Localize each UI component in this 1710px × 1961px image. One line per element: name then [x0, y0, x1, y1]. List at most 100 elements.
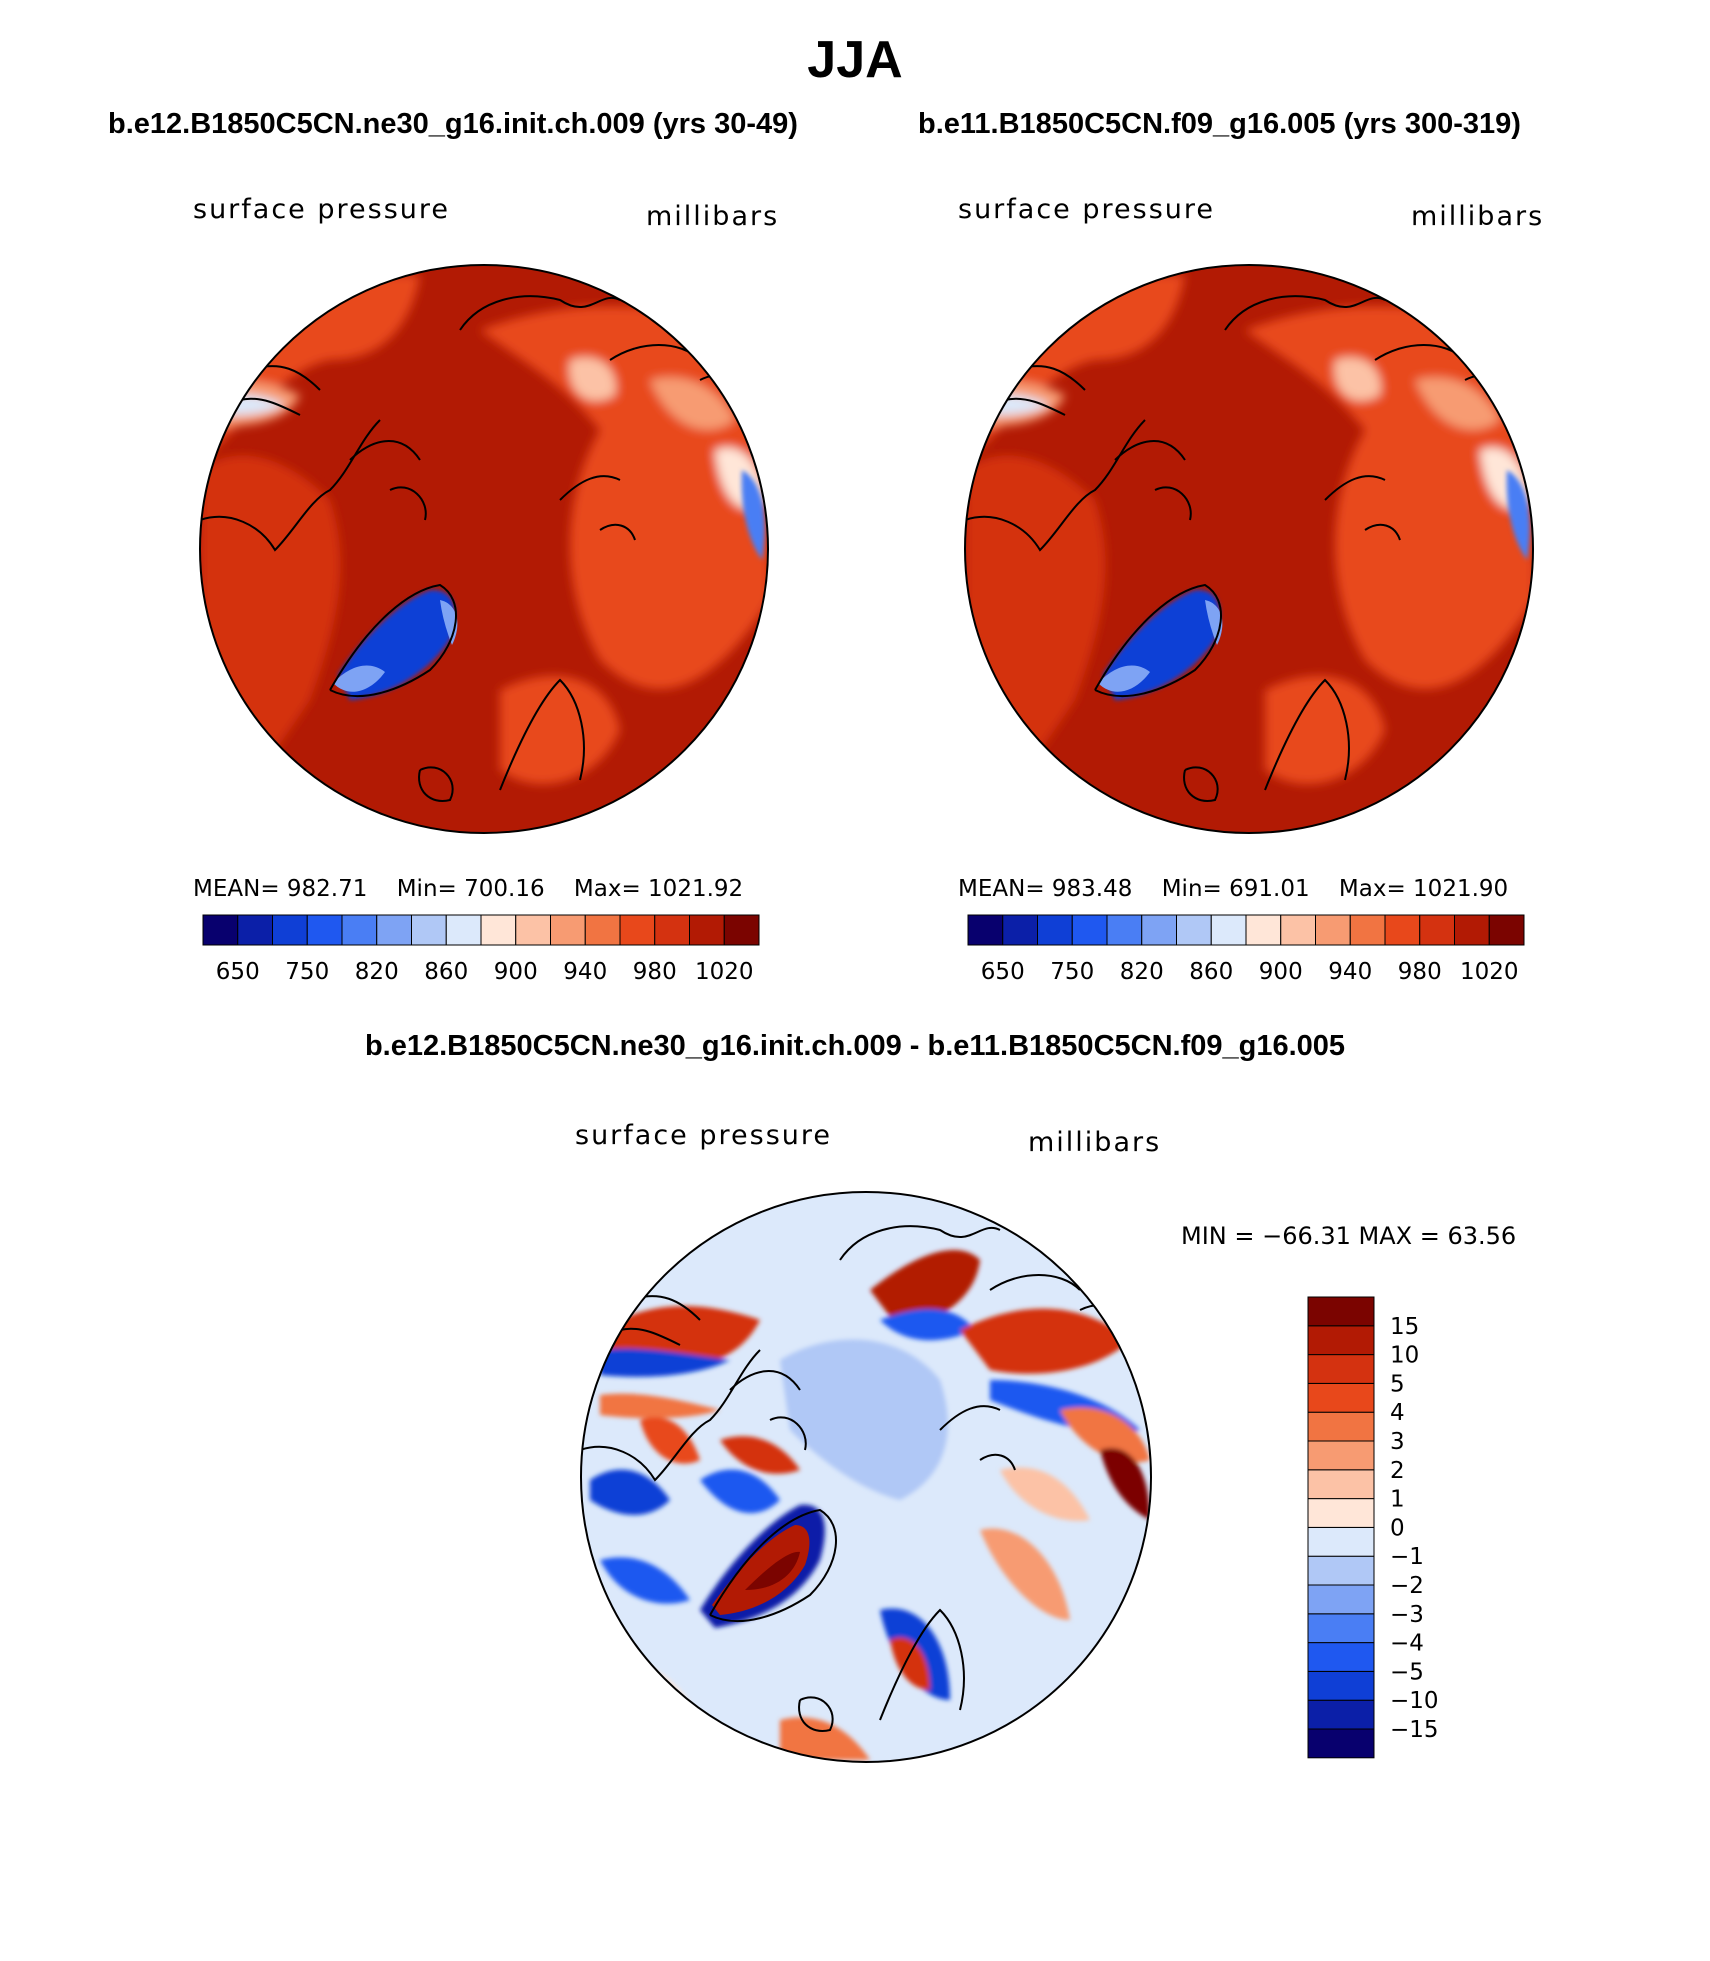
colorbar-swatch	[1488, 914, 1525, 946]
colorbar-swatch	[584, 914, 621, 946]
colorbar-swatch	[1307, 1613, 1375, 1644]
colorbar-swatch	[445, 914, 482, 946]
colorbar-swatch	[1307, 1699, 1375, 1730]
colorbar-tick-label: 650	[216, 959, 260, 985]
colorbar-swatch	[1307, 1642, 1375, 1672]
colorbar-tick-label: 940	[1328, 959, 1372, 985]
colorbar-tick-label: −5	[1390, 1659, 1424, 1685]
colorbar-swatch	[1037, 914, 1073, 946]
colorbar-tick-label: 820	[355, 959, 399, 985]
panel1-left-label: surface pressure	[193, 194, 450, 225]
colorbar-swatch	[1307, 1354, 1375, 1384]
panel2-title: b.e11.B1850C5CN.f09_g16.005 (yrs 300-319…	[918, 108, 1521, 140]
colorbar-tick-label: 750	[1050, 959, 1094, 985]
colorbar-swatch	[1210, 914, 1247, 946]
colorbar-swatch	[376, 914, 412, 946]
colorbar-swatch	[1002, 914, 1038, 946]
colorbar-tick-label: 980	[633, 959, 677, 985]
colorbars: 650 750 820 860 900 940 980 1020 650 750 820 860 900…	[202, 914, 1525, 1759]
colorbar-swatch	[1419, 914, 1455, 946]
colorbar-swatch	[306, 914, 343, 946]
panel2-max-value: 1021.90	[1413, 876, 1509, 902]
panel1-map	[199, 264, 769, 834]
colorbar-tick-label: −2	[1390, 1573, 1424, 1599]
colorbar-tick-label: 1020	[1460, 959, 1519, 985]
colorbar-swatch	[619, 914, 656, 946]
colorbar-swatch	[1141, 914, 1177, 946]
panel1-stats: MEAN= 982.71 Min= 700.16 Max= 1021.92	[193, 876, 765, 902]
panel2-stats: MEAN= 983.48 Min= 691.01 Max= 1021.90	[958, 876, 1530, 902]
colorbar-tick-label: 2	[1390, 1458, 1405, 1484]
colorbar-swatch	[1245, 914, 1282, 946]
panel2-boundary	[964, 264, 1534, 834]
colorbar-tick-label: 650	[981, 959, 1025, 985]
colorbar-tick-label: 820	[1120, 959, 1164, 985]
colorbar-tick-label: 1	[1390, 1487, 1405, 1513]
colorbar-swatch	[272, 914, 308, 946]
colorbar-swatch	[1307, 1555, 1375, 1586]
panel1-max-label: Max=	[573, 876, 641, 902]
colorbar-swatch	[1307, 1469, 1375, 1500]
colorbar-tick-label: −3	[1390, 1602, 1424, 1628]
panel1-boundary	[199, 264, 769, 834]
panel3-right-label: millibars	[1028, 1127, 1162, 1158]
colorbar-tick-label: 900	[494, 959, 538, 985]
colorbar-swatch	[1384, 914, 1421, 946]
panel2-coastlines	[965, 295, 1526, 802]
colorbar-swatch	[723, 914, 760, 946]
panel2-left-label: surface pressure	[958, 194, 1215, 225]
colorbar-tick-label: 15	[1390, 1314, 1419, 1340]
panel1-max-value: 1021.92	[648, 876, 744, 902]
colorbar-tick-label: −15	[1390, 1717, 1439, 1743]
panel3-minmax: MIN = −66.31 MAX = 63.56	[1181, 1222, 1517, 1250]
panel2-map	[964, 264, 1534, 834]
panel2-mean-label: MEAN=	[958, 876, 1045, 902]
colorbar-swatch	[411, 914, 447, 946]
colorbar-swatch	[1307, 1440, 1375, 1471]
colorbar-swatch	[237, 914, 273, 946]
colorbar-tick-label: −4	[1390, 1631, 1424, 1657]
colorbar-swatch	[1307, 1411, 1375, 1442]
panel3-field	[581, 1192, 1151, 1762]
panel1-title: b.e12.B1850C5CN.ne30_g16.init.ch.009 (yr…	[108, 108, 798, 140]
colorbar-swatch	[1176, 914, 1212, 946]
colorbar-tick-label: −1	[1390, 1544, 1424, 1570]
colorbar-swatch	[967, 914, 1004, 946]
colorbar-tick-label: 980	[1398, 959, 1442, 985]
colorbar-swatch	[1315, 914, 1351, 946]
colorbar-tick-label: 4	[1390, 1400, 1405, 1426]
panel1-right-label: millibars	[646, 201, 780, 232]
colorbar-swatch	[1307, 1296, 1375, 1327]
colorbar-swatch	[1307, 1325, 1375, 1356]
panel1-min-value: 700.16	[464, 876, 545, 902]
panel2-min-label: Min=	[1161, 876, 1222, 902]
panel1-colorbar: 650 750 820 860 900 940 980 1020	[202, 914, 760, 985]
colorbar-tick-label: 1020	[695, 959, 754, 985]
page-title: JJA	[807, 31, 903, 89]
colorbar-swatch	[550, 914, 586, 946]
colorbar-swatch	[1071, 914, 1108, 946]
panel2-min-value: 691.01	[1229, 876, 1310, 902]
colorbar-swatch	[1280, 914, 1316, 946]
colorbar-tick-label: 900	[1259, 959, 1303, 985]
diff-panel-title: b.e12.B1850C5CN.ne30_g16.init.ch.009 - b…	[364, 1030, 1346, 1062]
colorbar-tick-label: 10	[1390, 1343, 1419, 1369]
panel1-field	[200, 265, 768, 833]
panel2-mean-value: 983.48	[1051, 876, 1133, 902]
colorbar-swatch	[689, 914, 725, 946]
colorbar-tick-label: 750	[285, 959, 329, 985]
colorbar-swatch	[1106, 914, 1143, 946]
colorbar-swatch	[1349, 914, 1386, 946]
colorbar-swatch	[1454, 914, 1490, 946]
colorbar-swatch	[480, 914, 517, 946]
colorbar-swatch	[654, 914, 690, 946]
colorbar-swatch	[1307, 1382, 1375, 1413]
colorbar-swatch	[1307, 1526, 1375, 1557]
colorbar-swatch	[1307, 1670, 1375, 1701]
panel2-right-label: millibars	[1411, 201, 1545, 232]
colorbar-tick-label: 860	[1189, 959, 1233, 985]
panel1-mean-label: MEAN=	[193, 876, 280, 902]
panel2-field	[965, 265, 1533, 833]
